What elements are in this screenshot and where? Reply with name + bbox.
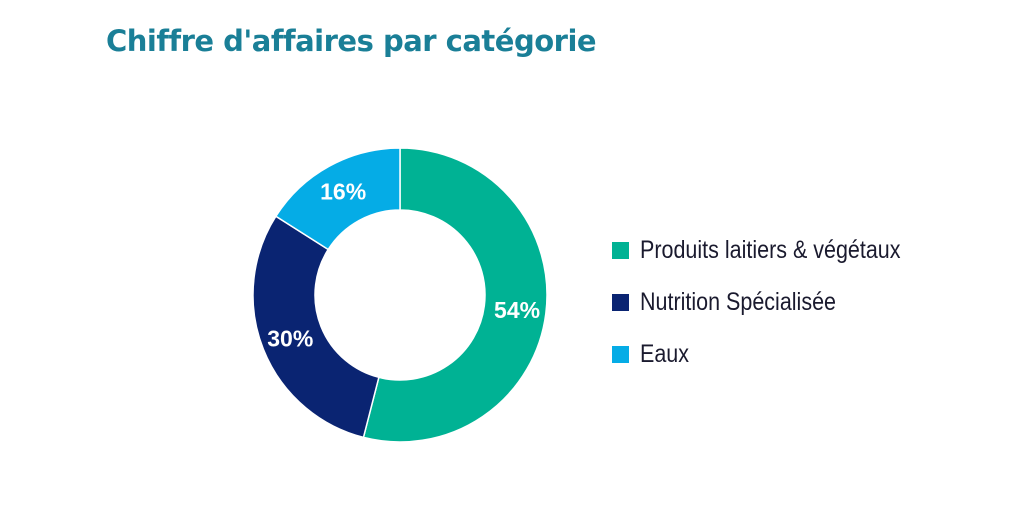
donut-slices [252, 147, 548, 443]
chart-title: Chiffre d'affaires par catégorie [106, 24, 597, 58]
legend-swatch [612, 346, 629, 363]
legend-swatch [612, 242, 629, 259]
slice-labels: 54% 30% 16% [267, 179, 540, 352]
slice-label: 16% [320, 179, 366, 205]
slice-label: 30% [267, 325, 313, 351]
legend-label: Eaux [640, 340, 690, 368]
legend-label: Nutrition Spécialisée [640, 288, 836, 316]
donut-slice[interactable] [252, 215, 380, 439]
legend-item[interactable]: Nutrition Spécialisée [612, 284, 943, 321]
legend-label: Produits laitiers & végétaux [640, 236, 901, 264]
legend-item[interactable]: Eaux [612, 336, 943, 373]
slice-label: 54% [494, 297, 540, 323]
chart-legend: Produits laitiers & végétaux Nutrition S… [612, 232, 943, 388]
donut-slice[interactable] [362, 147, 548, 443]
donut-slice[interactable] [274, 147, 401, 251]
donut-chart: 54% 30% 16% [252, 147, 548, 443]
legend-item[interactable]: Produits laitiers & végétaux [612, 232, 943, 269]
legend-swatch [612, 294, 629, 311]
